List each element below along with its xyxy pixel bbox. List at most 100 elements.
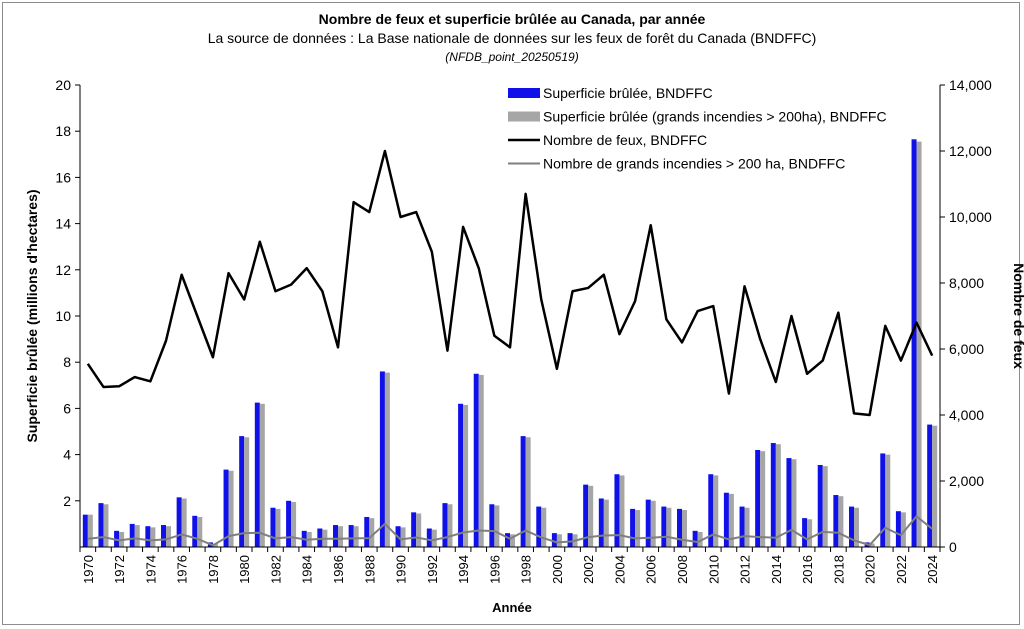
bar-area-all-2018 (833, 495, 839, 547)
bar-area-large-2016 (807, 519, 813, 547)
bar-area-large-1994 (463, 404, 469, 547)
bar-area-all-2006 (645, 499, 651, 547)
x-tick-label: 1998 (519, 555, 534, 584)
bar-area-large-2018 (838, 496, 844, 547)
bar-area-large-1986 (338, 526, 343, 547)
x-tick-label: 1990 (394, 555, 409, 584)
x-tick-label: 2010 (706, 555, 721, 584)
x-tick-label: 1984 (300, 555, 315, 584)
bar-area-large-2008 (682, 510, 687, 547)
bar-area-large-1970 (87, 514, 93, 547)
y2-tick-label: 2,000 (949, 473, 984, 489)
x-tick-label: 2022 (894, 555, 909, 584)
x-tick-label: 1980 (237, 555, 252, 584)
bar-area-large-2022 (900, 512, 906, 547)
bar-area-all-2000 (551, 533, 557, 547)
bar-area-large-1996 (494, 505, 500, 547)
bar-area-all-2004 (614, 474, 620, 547)
x-tick-label: 2014 (769, 555, 784, 584)
bar-area-all-1979 (223, 469, 229, 547)
bar-area-large-1975 (166, 526, 171, 547)
bar-area-all-1992 (426, 528, 432, 547)
chart-subtitle: La source de données : La Base nationale… (208, 30, 817, 46)
bar-area-large-1982 (275, 508, 281, 547)
bar-area-large-1989 (384, 372, 390, 547)
bar-area-large-1977 (197, 516, 203, 547)
bar-area-large-1983 (291, 501, 297, 547)
bar-area-all-1988 (364, 516, 370, 547)
bar-area-large-1992 (431, 529, 437, 547)
bar-area-all-1987 (348, 525, 354, 547)
bar-area-large-1990 (400, 527, 406, 547)
bar-area-all-1991 (411, 512, 417, 547)
x-tick-label: 2012 (738, 555, 753, 584)
bar-area-large-2004 (619, 475, 625, 547)
x-axis-label: Année (492, 600, 532, 615)
bar-area-large-2015 (791, 459, 797, 547)
y-tick-label: 12 (55, 262, 71, 278)
bar-area-large-1971 (103, 504, 109, 547)
bar-area-all-1995 (473, 373, 479, 547)
y-tick-label: 4 (63, 447, 71, 463)
legend-label: Superficie brûlée (grands incendies > 20… (543, 109, 887, 125)
y2-tick-label: 14,000 (949, 77, 992, 93)
bar-area-all-2017 (817, 464, 823, 547)
y2-tick-label: 0 (949, 539, 957, 555)
bar-area-large-1997 (510, 534, 515, 547)
bar-area-all-2003 (598, 498, 604, 547)
bar-area-all-1994 (458, 403, 464, 547)
bar-area-all-2008 (677, 508, 682, 547)
bar-area-all-1982 (270, 507, 276, 547)
bar-area-large-1974 (150, 527, 156, 547)
bar-area-large-2014 (775, 444, 781, 547)
x-tick-label: 1978 (206, 555, 221, 584)
bar-area-large-1999 (541, 507, 547, 547)
bar-area-large-1976 (181, 498, 187, 547)
y2-axis-label: Nombre de feux (1011, 263, 1024, 369)
y-tick-label: 10 (55, 308, 71, 324)
bar-area-all-1983 (286, 500, 292, 547)
bar-area-large-2010 (713, 475, 719, 547)
y2-tick-label: 12,000 (949, 143, 992, 159)
bar-area-large-2024 (932, 425, 938, 547)
y-tick-label: 14 (55, 216, 71, 232)
bar-area-large-2012 (744, 507, 750, 547)
bar-area-all-1993 (442, 503, 448, 547)
x-tick-label: 2000 (550, 555, 565, 584)
bar-area-all-2024 (927, 424, 933, 547)
bar-area-large-2011 (728, 493, 734, 547)
y-tick-label: 20 (55, 77, 71, 93)
bar-area-all-1974 (145, 526, 151, 547)
bar-area-all-2023 (911, 139, 917, 547)
bar-area-all-2021 (880, 453, 886, 547)
line-large-fires (87, 515, 933, 547)
bar-area-large-1993 (447, 504, 453, 547)
bar-area-large-2003 (603, 499, 609, 547)
x-tick-label: 2004 (612, 555, 627, 584)
bar-area-all-1985 (317, 528, 323, 547)
legend-label: Superficie brûlée, BNDFFC (543, 85, 713, 101)
axes-group: 2 4 6 8 10 12 14 16 18 20 0 2,000 4,000 6,000 8,000 10,… (55, 77, 992, 584)
chart-title: Nombre de feux et superficie brûlée au C… (319, 11, 706, 27)
bar-area-all-2019 (849, 506, 854, 547)
bar-area-large-2007 (666, 507, 672, 547)
x-tick-label: 1982 (268, 555, 283, 584)
bar-area-large-1980 (244, 437, 250, 547)
x-tick-label: 1992 (425, 555, 440, 584)
x-tick-label: 1974 (143, 555, 158, 584)
y-tick-label: 16 (55, 169, 71, 185)
y-tick-label: 18 (55, 123, 71, 139)
x-tick-label: 1970 (81, 555, 96, 584)
x-tick-label: 1972 (112, 555, 127, 584)
y-tick-label: 6 (63, 400, 71, 416)
y-tick-label: 2 (63, 493, 71, 509)
y2-tick-label: 6,000 (949, 341, 984, 357)
bar-area-large-1973 (134, 525, 140, 547)
bar-area-all-2010 (708, 474, 714, 547)
bar-area-all-2009 (692, 530, 698, 547)
x-tick-label: 2018 (831, 555, 846, 584)
x-tick-label: 2016 (800, 555, 815, 584)
bar-area-all-2011 (723, 492, 729, 547)
x-tick-label: 1988 (362, 555, 377, 584)
